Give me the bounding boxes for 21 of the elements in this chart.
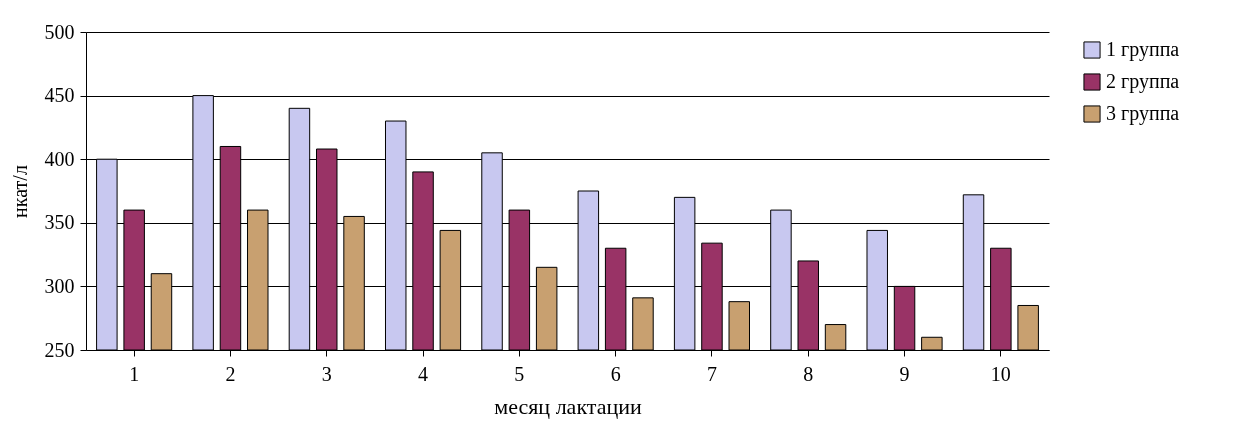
x-tick-label: 5 [514,362,525,385]
legend-label: 3 группа [1106,102,1180,125]
y-axis-title: нкат/л [8,165,31,218]
legend-label: 1 группа [1106,38,1180,61]
y-tick-label: 400 [44,147,75,170]
x-tick-label: 9 [899,362,910,385]
x-tick-label: 1 [129,362,140,385]
x-tick-label: 4 [418,362,429,385]
x-tick-label: 3 [321,362,332,385]
y-tick-label: 250 [44,338,75,361]
y-tick-label: 500 [44,20,75,43]
x-tick-label: 6 [610,362,621,385]
y-tick-label: 350 [44,211,75,234]
x-tick-label: 2 [225,362,236,385]
x-tick-label: 10 [990,362,1011,385]
y-tick-label: 450 [44,84,75,107]
x-tick-label: 8 [803,362,814,385]
legend-label: 2 группа [1106,70,1180,93]
x-tick-label: 7 [706,362,717,385]
x-axis-title: месяц лактации [494,393,642,419]
y-tick-label: 300 [44,274,75,297]
